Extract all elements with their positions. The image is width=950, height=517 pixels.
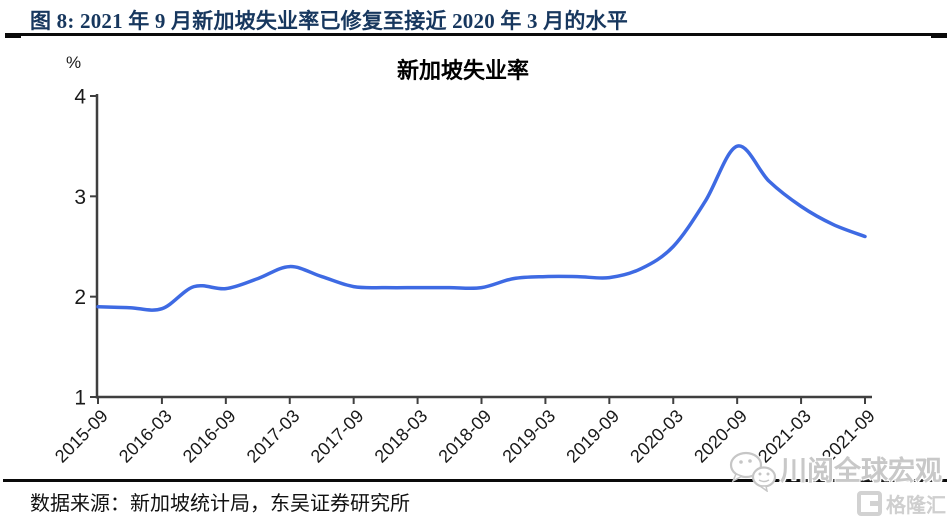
gelonghui-icon xyxy=(857,491,882,516)
y-axis-unit-label: % xyxy=(66,53,81,72)
y-tick-label: 4 xyxy=(74,86,86,109)
x-tick-label: 2016-03 xyxy=(115,406,176,467)
watermark: 川阅全球宏观 xyxy=(726,450,942,492)
x-tick-label: 2018-09 xyxy=(434,406,495,467)
x-tick-label: 2019-03 xyxy=(498,406,559,467)
gelonghui-text: 格隆汇 xyxy=(886,495,946,517)
x-tick-label: 2016-09 xyxy=(179,406,240,467)
footer-divider xyxy=(3,479,947,482)
gelonghui-logo: 格隆汇 xyxy=(857,489,946,517)
chart-title: 新加坡失业率 xyxy=(397,58,529,83)
x-tick-label: 2017-03 xyxy=(243,406,304,467)
x-tick-label: 2017-09 xyxy=(307,406,368,467)
x-tick-label: 2018-03 xyxy=(371,406,432,467)
figure-title: 图 8: 2021 年 9 月新加坡失业率已修复至接近 2020 年 3 月的水… xyxy=(30,9,628,33)
x-tick-label: 2020-03 xyxy=(626,406,687,467)
y-tick-label: 3 xyxy=(74,186,86,209)
x-tick-label: 2019-09 xyxy=(562,406,623,467)
data-source: 数据来源：新加坡统计局，东吴证券研究所 xyxy=(30,493,410,515)
watermark-text: 川阅全球宏观 xyxy=(780,456,942,486)
wechat-icon xyxy=(729,451,777,492)
y-tick-label: 1 xyxy=(74,387,86,410)
unemployment-rate-line xyxy=(96,144,867,312)
x-tick-label: 2015-09 xyxy=(51,406,112,467)
title-divider xyxy=(5,33,947,38)
y-tick-label: 2 xyxy=(74,286,86,309)
